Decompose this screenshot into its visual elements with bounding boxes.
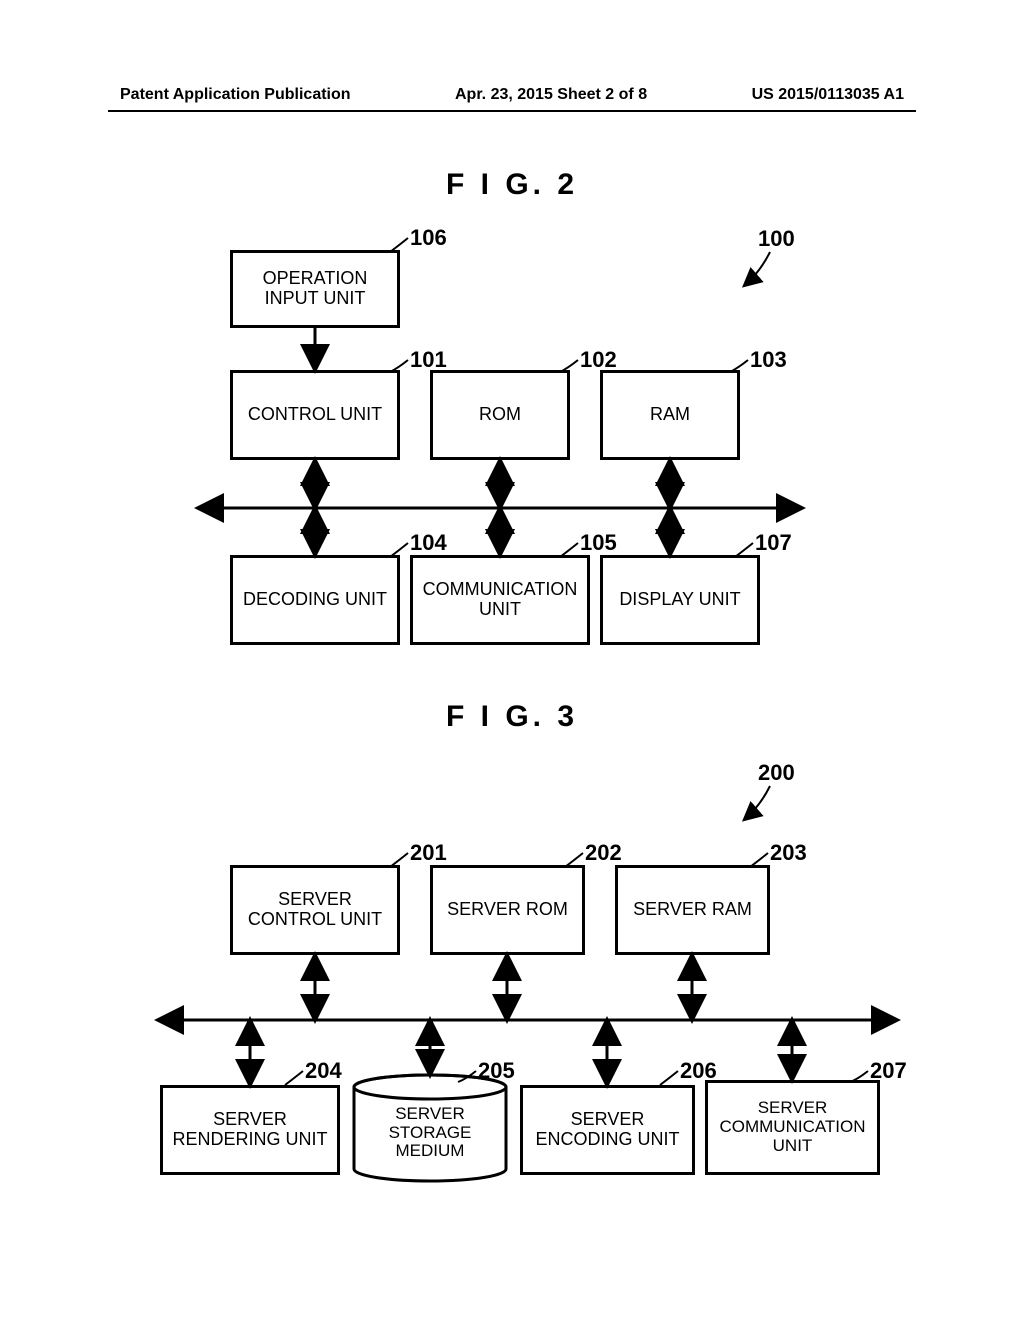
- ref-103: 103: [750, 347, 787, 373]
- ref-106: 106: [410, 225, 447, 251]
- header-center: Apr. 23, 2015 Sheet 2 of 8: [455, 86, 647, 104]
- block-101-label: CONTROL UNIT: [248, 405, 382, 425]
- ref-205: 205: [478, 1058, 515, 1084]
- block-104-label: DECODING UNIT: [243, 590, 387, 610]
- block-202: SERVER ROM: [430, 865, 585, 955]
- block-103-label: RAM: [650, 405, 690, 425]
- fig2-assembly-ref: 100: [758, 226, 795, 252]
- block-201: SERVERCONTROL UNIT: [230, 865, 400, 955]
- header-rule: [108, 110, 916, 112]
- ref-105: 105: [580, 530, 617, 556]
- ref-202: 202: [585, 840, 622, 866]
- block-106: OPERATIONINPUT UNIT: [230, 250, 400, 328]
- block-207: SERVERCOMMUNICATIONUNIT: [705, 1080, 880, 1175]
- ref-104: 104: [410, 530, 447, 556]
- fig2-title: F I G. 2: [0, 168, 1024, 202]
- block-205-label: SERVERSTORAGEMEDIUM: [350, 1105, 510, 1161]
- block-201-label: SERVERCONTROL UNIT: [248, 890, 382, 930]
- ref-203: 203: [770, 840, 807, 866]
- block-103: RAM: [600, 370, 740, 460]
- block-101: CONTROL UNIT: [230, 370, 400, 460]
- ref-207: 207: [870, 1058, 907, 1084]
- block-207-label: SERVERCOMMUNICATIONUNIT: [719, 1099, 865, 1155]
- block-107: DISPLAY UNIT: [600, 555, 760, 645]
- block-206: SERVERENCODING UNIT: [520, 1085, 695, 1175]
- block-104: DECODING UNIT: [230, 555, 400, 645]
- block-205: SERVERSTORAGEMEDIUM: [350, 1073, 510, 1183]
- ref-204: 204: [305, 1058, 342, 1084]
- block-204-label: SERVERRENDERING UNIT: [172, 1110, 327, 1150]
- block-203: SERVER RAM: [615, 865, 770, 955]
- block-203-label: SERVER RAM: [633, 900, 752, 920]
- block-105-label: COMMUNICATIONUNIT: [423, 580, 578, 620]
- ref-107: 107: [755, 530, 792, 556]
- header-right: US 2015/0113035 A1: [752, 86, 904, 104]
- fig3-assembly-ref: 200: [758, 760, 795, 786]
- page-header: Patent Application Publication Apr. 23, …: [0, 86, 1024, 104]
- block-202-label: SERVER ROM: [447, 900, 568, 920]
- block-102: ROM: [430, 370, 570, 460]
- block-204: SERVERRENDERING UNIT: [160, 1085, 340, 1175]
- fig3-title: F I G. 3: [0, 700, 1024, 734]
- block-206-label: SERVERENCODING UNIT: [536, 1110, 680, 1150]
- ref-201: 201: [410, 840, 447, 866]
- block-102-label: ROM: [479, 405, 521, 425]
- block-106-label: OPERATIONINPUT UNIT: [263, 269, 368, 309]
- header-left: Patent Application Publication: [120, 86, 351, 104]
- block-105: COMMUNICATIONUNIT: [410, 555, 590, 645]
- block-107-label: DISPLAY UNIT: [619, 590, 740, 610]
